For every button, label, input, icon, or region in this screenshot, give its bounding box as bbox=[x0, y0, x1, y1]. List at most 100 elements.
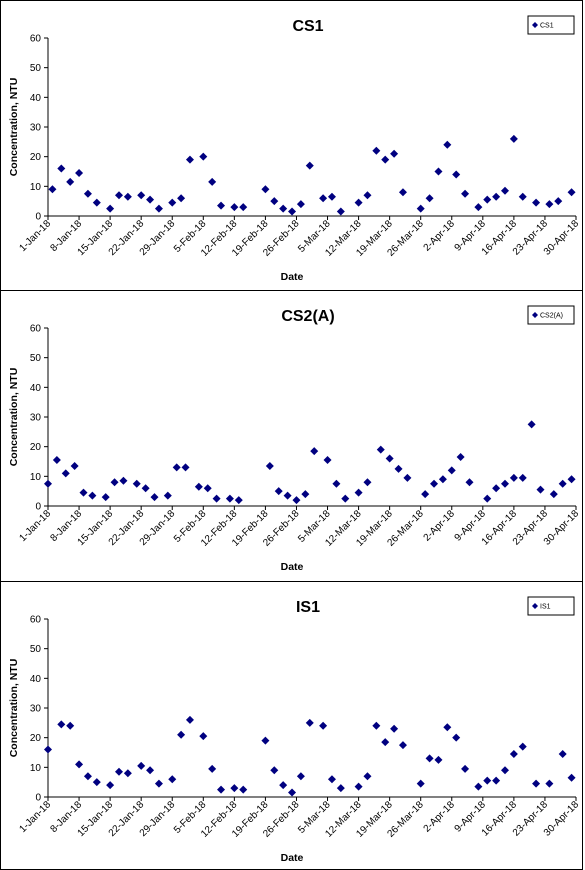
data-point bbox=[532, 198, 541, 207]
data-point bbox=[492, 192, 501, 201]
y-tick-label: 30 bbox=[30, 123, 42, 134]
y-axis-label: Concentration, NTU bbox=[8, 659, 20, 758]
data-point bbox=[483, 776, 492, 785]
data-point bbox=[288, 207, 297, 216]
chart-cs2a: CS2(A)01020304050601-Jan-188-Jan-1815-Ja… bbox=[8, 305, 581, 573]
legend-box bbox=[527, 305, 575, 325]
data-point bbox=[327, 192, 336, 201]
data-point bbox=[296, 200, 305, 209]
data-point bbox=[199, 152, 208, 161]
data-point bbox=[141, 484, 150, 493]
data-point bbox=[501, 766, 510, 775]
y-axis-label: Concentration, NTU bbox=[8, 78, 20, 177]
data-point bbox=[319, 194, 328, 203]
data-point bbox=[270, 197, 279, 206]
legend-marker bbox=[532, 22, 538, 28]
y-tick-label: 50 bbox=[30, 63, 42, 74]
data-point bbox=[119, 476, 128, 485]
data-point bbox=[327, 775, 336, 784]
data-point bbox=[296, 772, 305, 781]
data-point bbox=[163, 491, 172, 500]
data-point bbox=[48, 185, 57, 194]
data-point bbox=[390, 149, 399, 158]
data-point bbox=[354, 488, 363, 497]
y-tick-label: 30 bbox=[30, 704, 42, 715]
data-point bbox=[75, 168, 84, 177]
y-tick-label: 10 bbox=[30, 182, 42, 193]
data-point bbox=[146, 766, 155, 775]
series-is1 bbox=[44, 715, 576, 797]
data-point bbox=[270, 766, 279, 775]
data-point bbox=[509, 473, 518, 482]
data-point bbox=[185, 155, 194, 164]
data-point bbox=[376, 445, 385, 454]
chart-panel-cs1: CS1 0 10 20 30 40 50 60 1-Jan-18 8-Jan-18 15-Jan-1… bbox=[0, 0, 583, 291]
data-point bbox=[301, 490, 310, 499]
chart-panel-cs2a: CS2(A) 0 10 20 30 40 50 60 1-Jan-18 8-Jan-18 15-Ja… bbox=[0, 290, 583, 582]
data-point bbox=[341, 494, 350, 503]
data-point bbox=[154, 779, 163, 788]
legend-box bbox=[527, 596, 575, 616]
y-tick-label: 0 bbox=[35, 212, 41, 223]
data-point bbox=[421, 490, 430, 499]
data-point bbox=[305, 161, 314, 170]
data-point bbox=[465, 478, 474, 487]
data-point bbox=[363, 478, 372, 487]
data-point bbox=[137, 761, 146, 770]
data-point bbox=[434, 755, 443, 764]
legend: CS1 bbox=[527, 15, 575, 35]
y-tick-label: 0 bbox=[35, 502, 41, 513]
data-point bbox=[225, 494, 234, 503]
data-point bbox=[172, 463, 181, 472]
data-point bbox=[92, 778, 101, 787]
y-tick-label: 20 bbox=[30, 442, 42, 453]
data-point bbox=[199, 732, 208, 741]
y-tick-label: 0 bbox=[35, 793, 41, 804]
data-point bbox=[79, 488, 88, 497]
data-point bbox=[168, 775, 177, 784]
series-cs1 bbox=[48, 134, 576, 216]
data-point bbox=[434, 167, 443, 176]
data-point bbox=[57, 164, 66, 173]
data-point bbox=[443, 140, 452, 149]
data-point bbox=[390, 724, 399, 733]
data-point bbox=[527, 420, 536, 429]
y-tick-label: 50 bbox=[30, 353, 42, 364]
data-point bbox=[66, 721, 75, 730]
x-axis-label: Date bbox=[281, 852, 304, 864]
chart-cs1: CS101020304050601-Jan-188-Jan-1815-Jan-1… bbox=[8, 15, 581, 283]
legend-entry: CS1 bbox=[540, 23, 554, 30]
y-tick-label: 60 bbox=[30, 615, 42, 626]
data-point bbox=[212, 494, 221, 503]
data-point bbox=[483, 494, 492, 503]
data-point bbox=[185, 715, 194, 724]
data-point bbox=[518, 192, 527, 201]
legend: CS2(A) bbox=[527, 305, 575, 325]
data-point bbox=[137, 191, 146, 200]
data-point bbox=[372, 146, 381, 155]
data-point bbox=[203, 484, 212, 493]
data-point bbox=[92, 198, 101, 207]
data-point bbox=[177, 194, 186, 203]
data-point bbox=[261, 185, 270, 194]
y-tick-label: 40 bbox=[30, 674, 42, 685]
data-point bbox=[438, 475, 447, 484]
data-point bbox=[336, 207, 345, 216]
legend-marker bbox=[532, 312, 538, 318]
data-point bbox=[110, 478, 119, 487]
y-axis-label: Concentration, NTU bbox=[8, 368, 20, 467]
series-cs2a bbox=[44, 420, 576, 505]
data-point bbox=[536, 485, 545, 494]
y-tick-label: 60 bbox=[30, 324, 42, 335]
y-tick-label: 60 bbox=[30, 34, 42, 45]
data-point bbox=[567, 188, 576, 197]
data-point bbox=[452, 170, 461, 179]
data-point bbox=[492, 776, 501, 785]
data-point bbox=[274, 487, 283, 496]
data-point bbox=[483, 195, 492, 204]
data-point bbox=[545, 200, 554, 209]
data-point bbox=[181, 463, 190, 472]
data-point bbox=[532, 779, 541, 788]
data-point bbox=[425, 754, 434, 763]
data-point bbox=[44, 745, 52, 754]
